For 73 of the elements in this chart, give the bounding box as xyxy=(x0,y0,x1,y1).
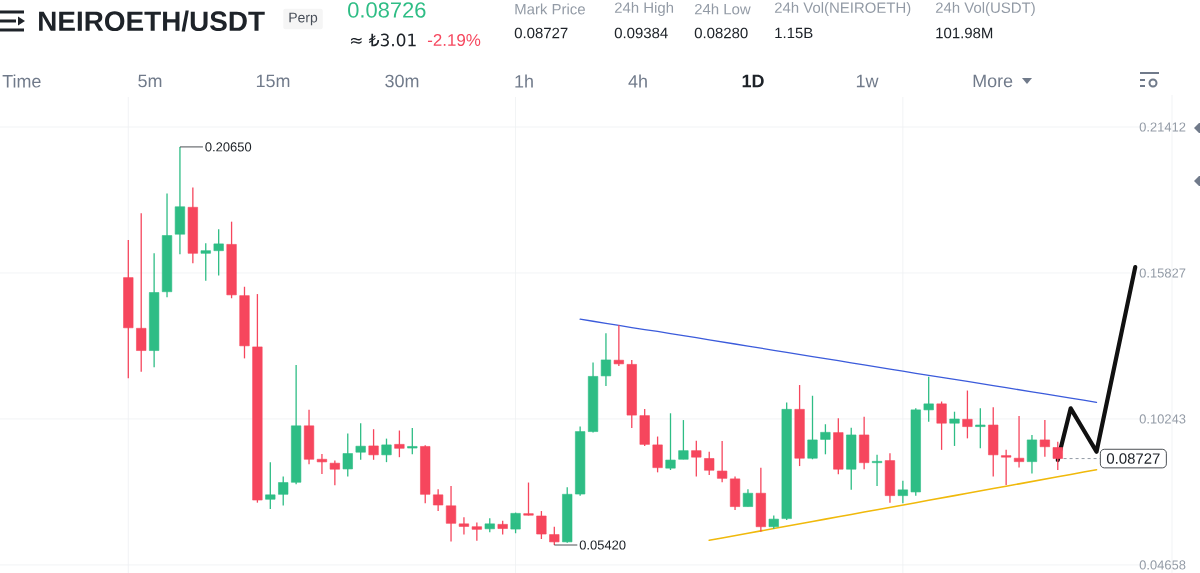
text: Perp xyxy=(289,12,318,26)
candlestick xyxy=(523,481,534,517)
y-tick-label: 0.04658 xyxy=(1139,560,1186,570)
candlestick xyxy=(1026,434,1038,475)
candlestick xyxy=(678,419,689,460)
candlestick xyxy=(600,332,612,387)
candlestick xyxy=(265,461,276,510)
candlestick xyxy=(871,454,883,487)
ref-line-label: 0.08727 xyxy=(1106,453,1160,464)
text: 1w xyxy=(856,74,879,88)
text: -2.19% xyxy=(427,33,481,46)
y-tick-label: 0.15827 xyxy=(1139,268,1186,278)
candlestick xyxy=(613,324,624,367)
annotation: 0.20650 xyxy=(205,142,252,152)
candlestick xyxy=(949,411,960,447)
candlestick xyxy=(807,395,818,460)
candlestick xyxy=(704,451,715,476)
candlestick xyxy=(278,475,289,507)
candlestick xyxy=(691,440,702,478)
candlestick xyxy=(407,427,418,455)
candlestick xyxy=(717,440,728,483)
candlestick xyxy=(471,521,482,542)
candlestick xyxy=(936,400,947,451)
text: Time xyxy=(2,74,41,88)
text: 24h Low xyxy=(694,3,751,15)
candlestick xyxy=(1052,441,1063,471)
candlestick xyxy=(820,423,831,455)
candlestick xyxy=(355,422,366,461)
candlestick xyxy=(923,376,934,423)
candlestick xyxy=(897,480,908,504)
text: 24h Vol(NEIROETH) xyxy=(774,2,911,16)
text: More xyxy=(973,74,1013,88)
candlestick xyxy=(536,510,547,540)
text: 0.09384 xyxy=(614,27,668,39)
candlestick xyxy=(368,428,379,461)
candlestick xyxy=(1013,415,1025,469)
candlestick xyxy=(975,407,986,449)
text: 0.08280 xyxy=(694,27,748,39)
candlestick xyxy=(136,212,147,373)
candlestick xyxy=(962,389,973,440)
candlestick xyxy=(1001,449,1012,486)
text: 0.08727 xyxy=(514,27,568,39)
text: 0.08726 xyxy=(348,2,426,18)
candlestick xyxy=(458,516,470,536)
text: 15m xyxy=(256,74,290,88)
text: ≈ ₺3.01 xyxy=(351,33,416,47)
candlestick xyxy=(316,453,328,475)
candlestick xyxy=(394,429,405,458)
candlestick xyxy=(381,437,392,463)
text: 1D xyxy=(742,74,764,88)
y-tick-label: 0.10243 xyxy=(1139,414,1186,424)
candlestick xyxy=(342,432,353,478)
candlestick xyxy=(1039,419,1050,458)
text: 1.15B xyxy=(775,27,813,39)
text: 24h High xyxy=(614,2,674,16)
text: Mark Price xyxy=(515,3,585,15)
chart-title: NEIROETH/USDT xyxy=(39,10,265,32)
candlestick xyxy=(665,412,676,471)
text: 1h xyxy=(515,74,533,88)
candlestick xyxy=(213,228,224,277)
text: 4h xyxy=(628,74,647,88)
candlestick xyxy=(549,526,560,546)
text: 101.98M xyxy=(936,27,993,39)
candlestick xyxy=(200,242,211,282)
candlestick xyxy=(433,488,444,512)
y-tick-label: 0.21412 xyxy=(1139,122,1186,132)
text: 5m xyxy=(138,74,162,88)
text: 30m xyxy=(385,74,419,88)
candlestick xyxy=(652,435,663,473)
annotation: 0.05420 xyxy=(579,540,626,550)
text: 24h Vol(USDT) xyxy=(935,2,1035,16)
candlestick xyxy=(445,485,457,543)
candlestick xyxy=(329,459,340,486)
